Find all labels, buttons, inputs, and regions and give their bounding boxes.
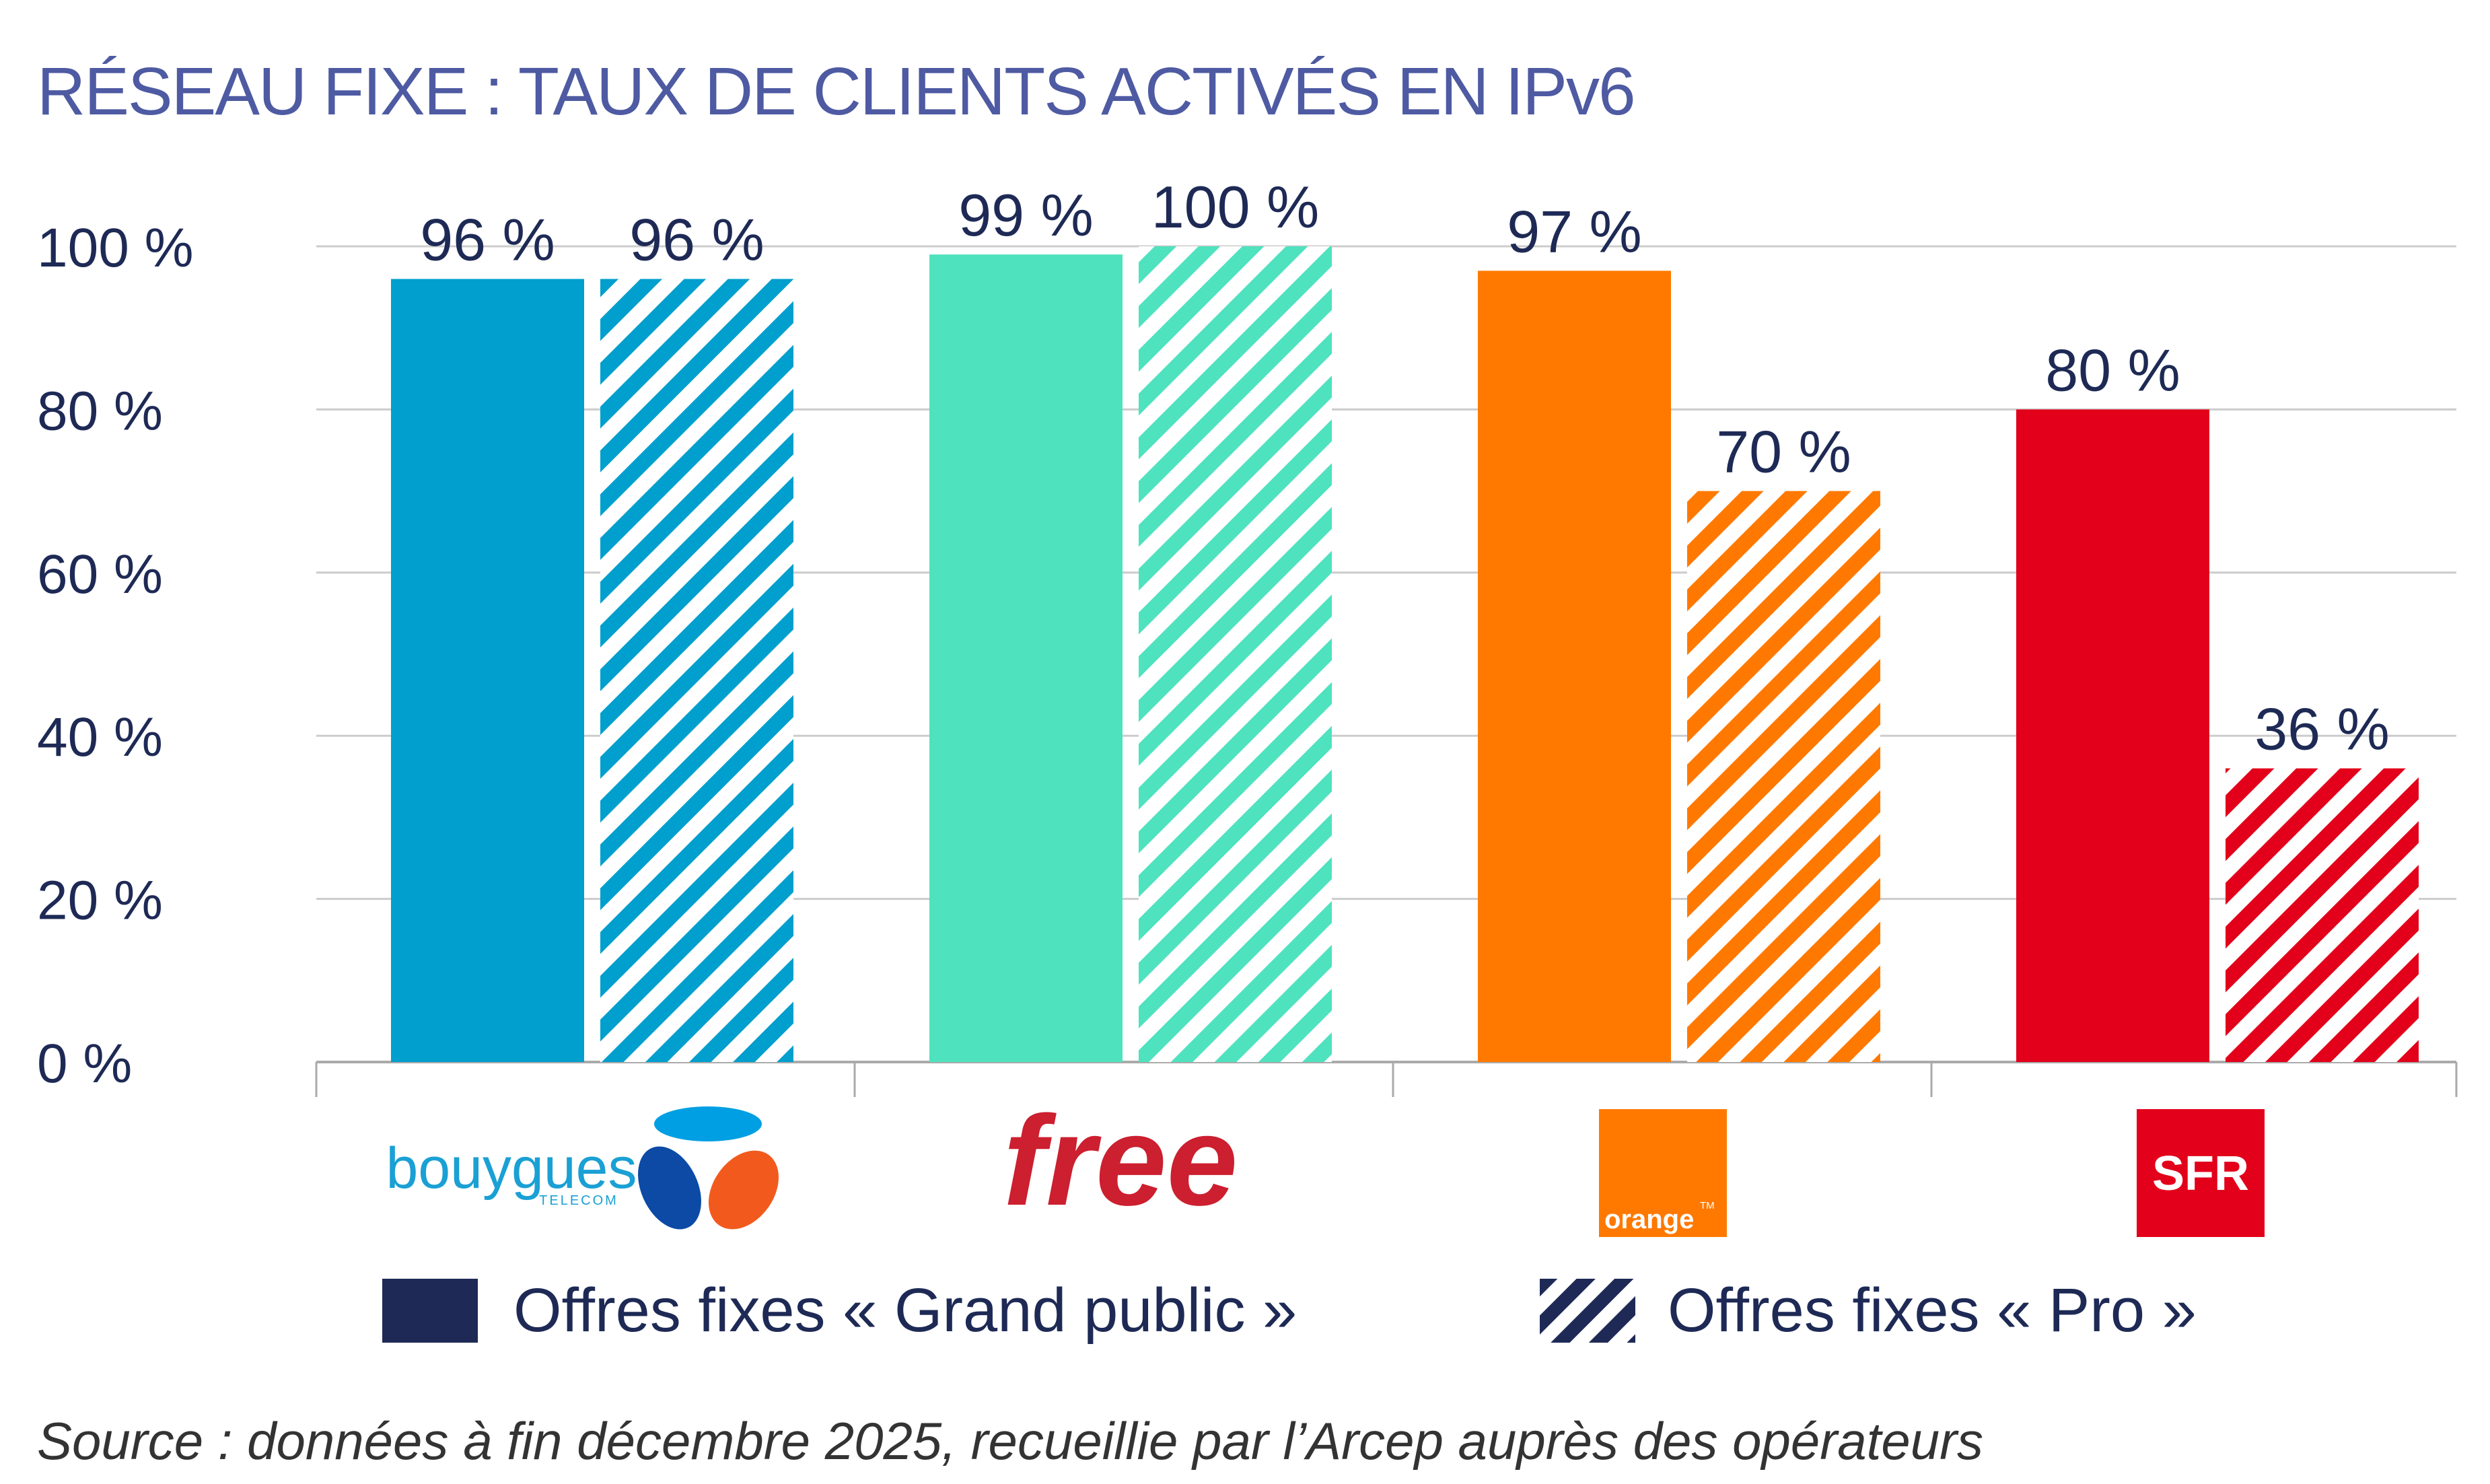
y-tick-label: 60 % (37, 544, 163, 605)
data-label: 36 % (2254, 696, 2390, 763)
data-label: 70 % (1716, 419, 1851, 485)
chart-title: RÉSEAU FIXE : TAUX DE CLIENTS ACTIVÉS EN… (37, 54, 1635, 129)
data-label: 97 % (1507, 198, 1642, 264)
sfr-logo-square (2137, 1109, 2265, 1237)
bar-bouygues-pro (600, 279, 793, 1063)
legend-swatch-pro (1540, 1279, 1635, 1343)
bar-sfr-pro (2226, 768, 2419, 1062)
bar-sfr-grand-public (2016, 409, 2209, 1062)
y-tick-label: 40 % (37, 707, 163, 768)
bar-orange-pro (1687, 491, 1880, 1062)
sfr-logo-text: SFR (2152, 1147, 2249, 1201)
legend-label-pro: Offres fixes « Pro » (1668, 1276, 2197, 1345)
legend-label-grand-public: Offres fixes « Grand public » (513, 1276, 1297, 1345)
bouygues-logo: bouygues TELECOM (386, 1106, 779, 1230)
legend-swatch-grand-public (382, 1279, 478, 1343)
free-logo: free (1003, 1090, 1238, 1232)
bouygues-logo-text: bouygues (386, 1136, 637, 1201)
orange-logo-text: orange (1604, 1205, 1694, 1234)
legend: Offres fixes « Grand public » Offres fix… (382, 1276, 2197, 1345)
data-label: 100 % (1151, 174, 1320, 240)
orange-logo-mark: TM (1700, 1200, 1715, 1211)
data-labels: 96 % 99 % 97 % 80 % 96 % 100 % 70 % 36 % (420, 174, 2390, 763)
sfr-logo: SFR (2137, 1109, 2265, 1237)
y-tick-label: 20 % (37, 870, 163, 931)
bar-free-grand-public (929, 254, 1123, 1062)
bar-orange-grand-public (1478, 271, 1671, 1062)
bouygues-logo-subtext: TELECOM (539, 1193, 618, 1208)
y-tick-label: 80 % (37, 380, 163, 441)
orange-logo-square (1599, 1109, 1727, 1237)
y-axis: 0 % 20 % 40 % 60 % 80 % 100 % (37, 217, 194, 1094)
bouygues-logo-shape-right (708, 1150, 779, 1230)
bar-free-pro (1139, 246, 1332, 1062)
bouygues-logo-shape-left (638, 1146, 701, 1230)
y-tick-label: 0 % (37, 1033, 132, 1094)
data-label: 96 % (420, 206, 555, 273)
data-label: 96 % (629, 206, 764, 273)
bars (391, 246, 2419, 1063)
source-note: Source : données à fin décembre 2025, re… (37, 1411, 1983, 1471)
y-tick-label: 100 % (37, 217, 194, 279)
data-label: 80 % (2045, 337, 2180, 403)
orange-logo: orange TM (1599, 1109, 1727, 1237)
bar-bouygues-grand-public (391, 279, 584, 1063)
bouygues-logo-shape-top (654, 1106, 762, 1141)
data-label: 99 % (958, 182, 1094, 248)
